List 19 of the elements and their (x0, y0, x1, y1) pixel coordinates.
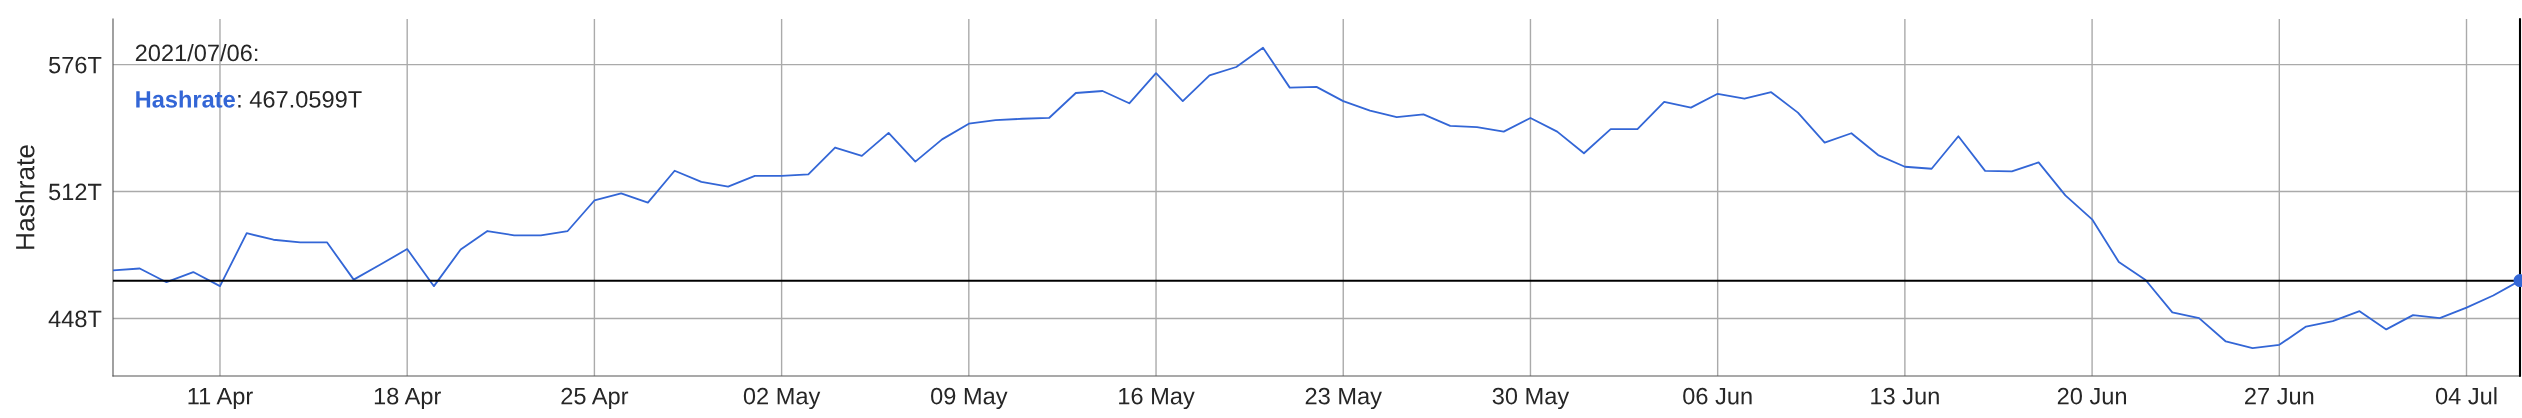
x-tick-label: 06 Jun (1683, 387, 1752, 405)
y-axis-title: Hashrate (15, 145, 35, 249)
x-tick-label: 11 Apr (188, 387, 253, 410)
x-tick-label: 25 Apr (561, 387, 629, 410)
y-tick-label: 448T (48, 310, 102, 328)
x-tick-label: 27 Jun (2245, 387, 2314, 405)
y-tick-label: 576T (49, 56, 102, 74)
annotation: Hashrate: 467.0599T (136, 90, 362, 108)
x-tick-label: 16 May (1119, 387, 1195, 410)
x-tick-label: 20 Jun (2057, 387, 2126, 405)
x-tick-label: 02 May (743, 387, 821, 410)
x-tick-label: 04 Jul (2435, 387, 2497, 405)
x-tick-label: 13 Jun (1871, 387, 1939, 405)
x-tick-label: 09 May (931, 387, 1008, 410)
x-tick-label: 30 May (1492, 387, 1570, 410)
x-tick-label: 23 May (1305, 387, 1382, 410)
annotation: 2021/07/06: (135, 43, 258, 62)
x-tick-label: 18 Apr (374, 387, 441, 410)
y-tick-label: 512T (49, 183, 102, 201)
